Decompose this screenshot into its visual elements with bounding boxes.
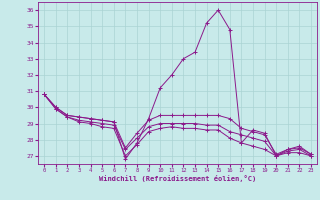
- X-axis label: Windchill (Refroidissement éolien,°C): Windchill (Refroidissement éolien,°C): [99, 175, 256, 182]
